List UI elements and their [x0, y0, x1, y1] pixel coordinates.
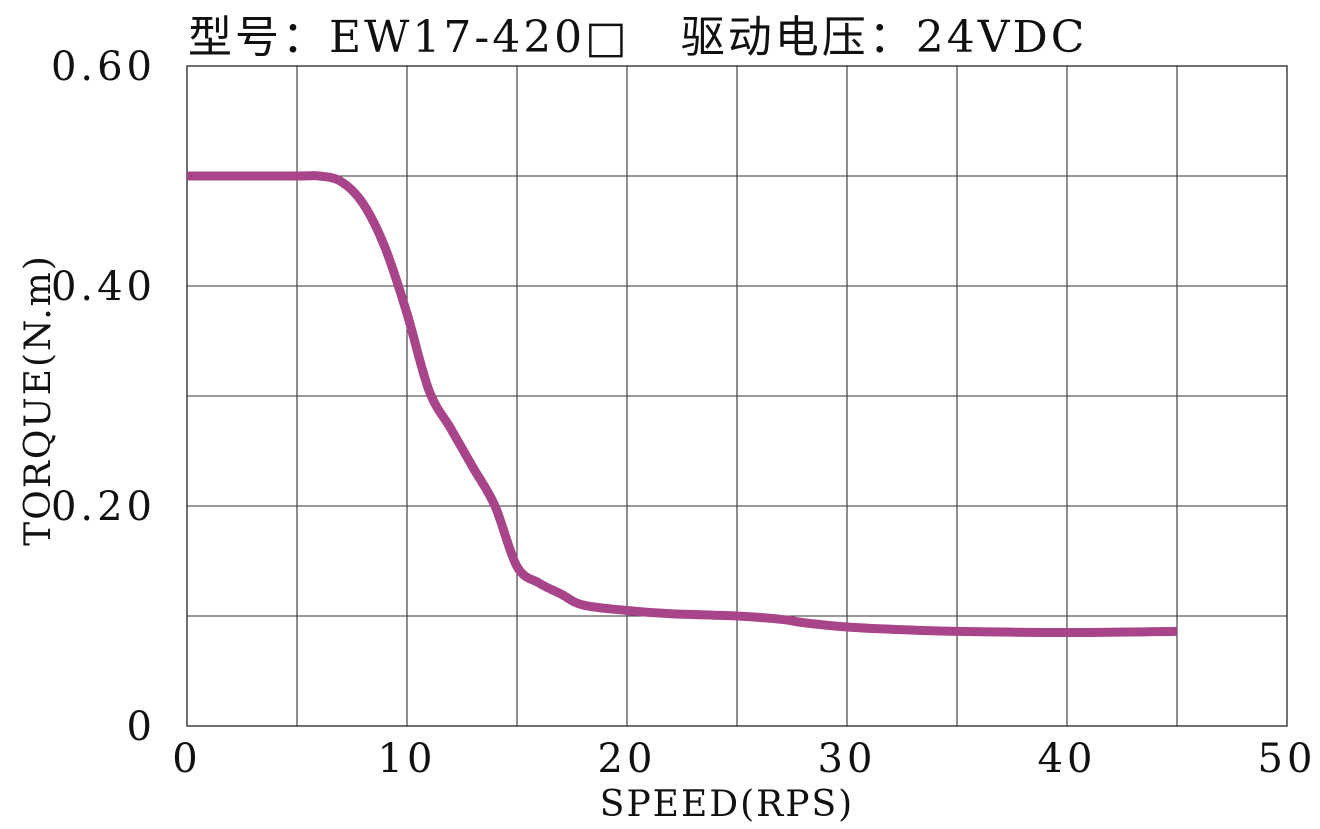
- y-axis-title: TORQUE(N.m): [18, 254, 59, 546]
- torque-curve-line: [186, 171, 1178, 637]
- plot-frame: [186, 65, 1288, 727]
- x-tick-label: 50: [1258, 736, 1317, 782]
- x-tick-label: 30: [818, 736, 877, 782]
- line-layer: [186, 171, 1178, 637]
- y-tick-label: 0.20: [51, 484, 156, 530]
- y-tick-label: 0.60: [51, 44, 156, 90]
- chart-title: 型号：EW17-420□ 驱动电压：24VDC: [188, 12, 1087, 63]
- tick-label-layer: 0 10 20 30 40 50 0 0.20 0.40 0.60: [51, 44, 1317, 782]
- x-tick-label: 20: [598, 736, 657, 782]
- x-tick-label: 40: [1038, 736, 1097, 782]
- x-axis-title: SPEED(RPS): [600, 784, 854, 824]
- grid-layer: [187, 66, 1287, 726]
- x-tick-label: 0: [172, 736, 201, 782]
- y-tick-label: 0.40: [51, 264, 156, 310]
- x-tick-label: 10: [378, 736, 437, 782]
- y-tick-label: 0: [127, 704, 156, 750]
